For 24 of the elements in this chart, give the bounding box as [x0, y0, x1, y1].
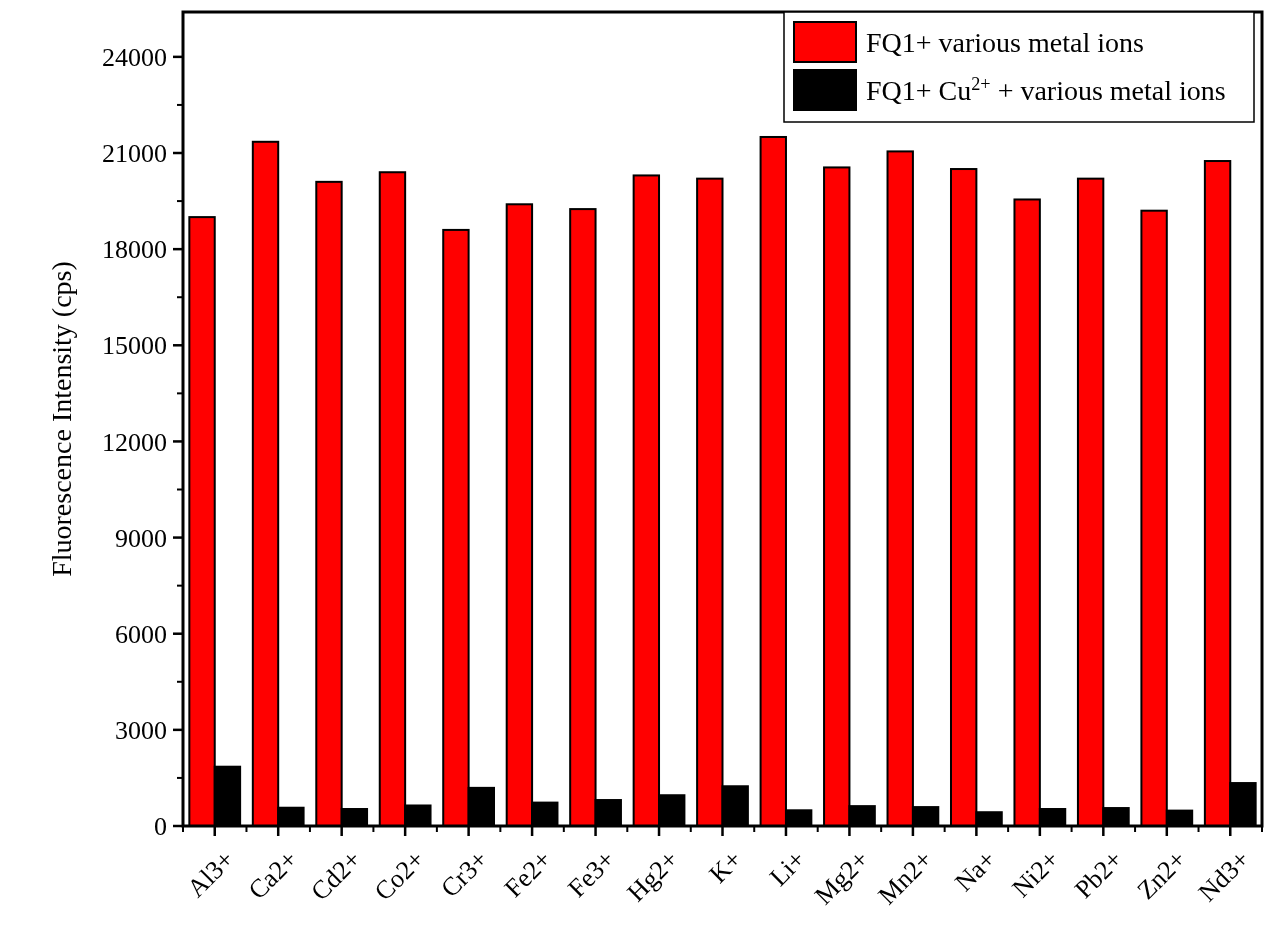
x-tick-label: Na+	[949, 844, 1002, 897]
x-tick-label: Fe2+	[498, 844, 558, 904]
x-tick-label: Li+	[763, 844, 812, 892]
x-tick-label: Cr3+	[435, 844, 494, 904]
y-axis-title: Fluorescence Intensity (cps)	[46, 261, 77, 577]
y-tick-label: 0	[154, 812, 167, 842]
y-tick-label: 9000	[115, 523, 167, 553]
y-tick-label: 24000	[102, 42, 167, 72]
y-tick-label: 21000	[102, 139, 167, 169]
x-tick-label: Ni2+	[1006, 844, 1065, 904]
x-tick-label: Co2+	[368, 844, 431, 907]
x-tick-label: Cd2+	[305, 844, 367, 907]
y-tick-label: 3000	[115, 715, 167, 745]
legend-label: FQ1+ various metal ions	[866, 27, 1144, 58]
legend-label: FQ1+ Cu$^{2+}$ + various metal ions	[866, 74, 1226, 106]
x-tick-label: Ca2+	[242, 844, 304, 906]
x-tick-label: Fe3+	[562, 844, 621, 904]
y-tick-label: 18000	[102, 235, 167, 265]
y-tick-label: 15000	[102, 331, 167, 361]
y-tick-label: 6000	[115, 619, 167, 649]
x-tick-label: K+	[703, 844, 748, 889]
x-tick-label: Pb2+	[1068, 844, 1129, 905]
x-tick-label: Al3+	[181, 844, 240, 904]
y-tick-label: 12000	[102, 427, 167, 457]
